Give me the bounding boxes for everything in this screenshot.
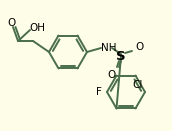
Text: NH: NH — [101, 43, 117, 53]
Text: O: O — [136, 42, 144, 52]
Text: S: S — [116, 50, 126, 62]
Text: F: F — [96, 87, 102, 97]
Text: O: O — [8, 18, 16, 28]
Text: Cl: Cl — [132, 80, 143, 90]
Text: O: O — [107, 70, 115, 80]
Text: OH: OH — [29, 23, 45, 33]
